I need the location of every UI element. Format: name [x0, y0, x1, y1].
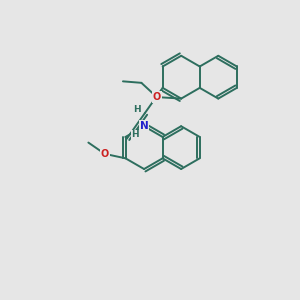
Text: O: O — [100, 149, 109, 159]
Text: O: O — [153, 92, 161, 102]
Text: H: H — [133, 105, 140, 114]
Text: N: N — [140, 121, 148, 131]
Text: H: H — [131, 130, 139, 139]
